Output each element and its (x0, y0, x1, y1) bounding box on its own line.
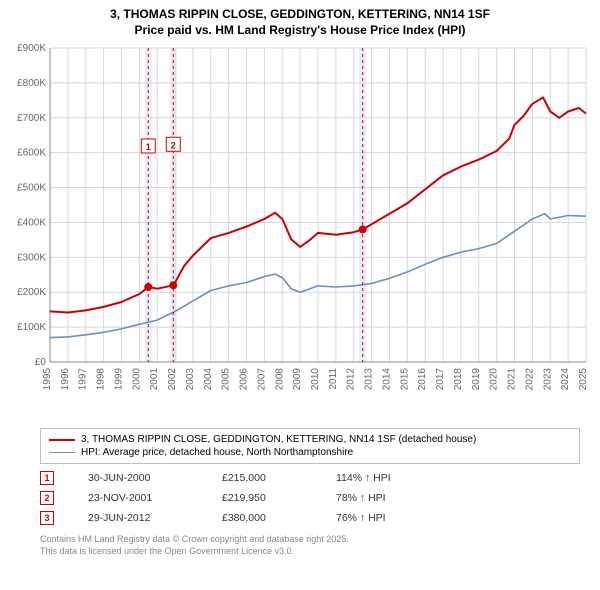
svg-text:2001: 2001 (149, 368, 160, 391)
svg-text:2: 2 (171, 141, 176, 151)
svg-text:2006: 2006 (239, 368, 250, 391)
svg-text:2012: 2012 (346, 368, 357, 391)
svg-text:2022: 2022 (524, 368, 535, 391)
svg-text:£100K: £100K (17, 322, 46, 333)
svg-text:2002: 2002 (167, 368, 178, 391)
svg-text:1999: 1999 (113, 368, 124, 391)
title-line-1: 3, THOMAS RIPPIN CLOSE, GEDDINGTON, KETT… (10, 6, 590, 22)
svg-text:2018: 2018 (453, 368, 464, 391)
svg-text:£800K: £800K (17, 78, 46, 89)
sale-price: £219,950 (222, 492, 302, 504)
sale-marker-number: 1 (40, 471, 54, 485)
svg-text:1997: 1997 (78, 368, 89, 391)
line-chart-svg: £0 £100K £200K £300K £400K £500K £600K £700K £80… (10, 42, 590, 422)
svg-text:2005: 2005 (221, 368, 232, 391)
sale-hpi: 78% ↑ HPI (336, 492, 386, 504)
svg-text:2023: 2023 (542, 368, 553, 391)
svg-text:2014: 2014 (381, 368, 392, 391)
footer-line-2: This data is licensed under the Open Gov… (40, 546, 580, 558)
svg-text:2019: 2019 (471, 368, 482, 391)
sale-row: 2 23-NOV-2001 £219,950 78% ↑ HPI (40, 488, 580, 508)
svg-text:2011: 2011 (328, 368, 339, 390)
sales-list: 1 30-JUN-2000 £215,000 114% ↑ HPI 2 23-NOV-20… (40, 468, 580, 528)
svg-text:2025: 2025 (578, 368, 589, 391)
sale-price: £380,000 (222, 512, 302, 524)
svg-text:2024: 2024 (560, 368, 571, 391)
sale-marker-number: 2 (40, 491, 54, 505)
sale-hpi: 114% ↑ HPI (336, 472, 391, 484)
legend-swatch (49, 452, 75, 453)
svg-text:2021: 2021 (507, 368, 518, 391)
legend-label: HPI: Average price, detached house, Nort… (81, 447, 353, 458)
svg-text:£600K: £600K (17, 148, 46, 159)
legend-label: 3, THOMAS RIPPIN CLOSE, GEDDINGTON, KETT… (81, 434, 476, 445)
svg-text:2015: 2015 (399, 368, 410, 391)
footer-attribution: Contains HM Land Registry data © Crown c… (40, 534, 580, 557)
title-line-2: Price paid vs. HM Land Registry's House … (10, 22, 590, 38)
svg-text:2017: 2017 (435, 368, 446, 391)
chart-container: 3, THOMAS RIPPIN CLOSE, GEDDINGTON, KETT… (0, 0, 600, 590)
svg-text:2016: 2016 (417, 368, 428, 391)
sale-marker-number: 3 (40, 511, 54, 525)
sale-row: 1 30-JUN-2000 £215,000 114% ↑ HPI (40, 468, 580, 488)
svg-text:2004: 2004 (203, 368, 214, 391)
svg-text:2020: 2020 (489, 368, 500, 391)
svg-text:2010: 2010 (310, 368, 321, 391)
svg-text:2009: 2009 (292, 368, 303, 391)
svg-text:£200K: £200K (17, 288, 46, 299)
svg-text:2000: 2000 (131, 368, 142, 391)
sale-hpi: 76% ↑ HPI (336, 512, 386, 524)
svg-text:1: 1 (146, 142, 151, 152)
svg-text:£300K: £300K (17, 253, 46, 264)
sale-date: 23-NOV-2001 (88, 492, 188, 504)
svg-text:2003: 2003 (185, 368, 196, 391)
svg-text:£700K: £700K (17, 113, 46, 124)
legend-swatch (49, 439, 75, 441)
sale-price: £215,000 (222, 472, 302, 484)
legend-row: 3, THOMAS RIPPIN CLOSE, GEDDINGTON, KETT… (49, 433, 571, 446)
svg-text:2013: 2013 (364, 368, 375, 391)
legend: 3, THOMAS RIPPIN CLOSE, GEDDINGTON, KETT… (40, 428, 580, 464)
sale-date: 30-JUN-2000 (88, 472, 188, 484)
svg-text:1995: 1995 (42, 368, 53, 391)
sale-row: 3 29-JUN-2012 £380,000 76% ↑ HPI (40, 508, 580, 528)
sale-date: 29-JUN-2012 (88, 512, 188, 524)
chart-title: 3, THOMAS RIPPIN CLOSE, GEDDINGTON, KETT… (10, 6, 590, 38)
svg-text:£400K: £400K (17, 218, 46, 229)
legend-row: HPI: Average price, detached house, Nort… (49, 446, 571, 459)
svg-text:£0: £0 (35, 357, 47, 368)
svg-text:2007: 2007 (256, 368, 267, 391)
svg-text:£500K: £500K (17, 183, 46, 194)
svg-text:1998: 1998 (96, 368, 107, 391)
svg-text:1996: 1996 (60, 368, 71, 391)
footer-line-1: Contains HM Land Registry data © Crown c… (40, 534, 580, 546)
chart-plot: £0 £100K £200K £300K £400K £500K £600K £700K £80… (10, 42, 590, 422)
svg-text:£900K: £900K (17, 43, 46, 54)
svg-text:2008: 2008 (274, 368, 285, 391)
